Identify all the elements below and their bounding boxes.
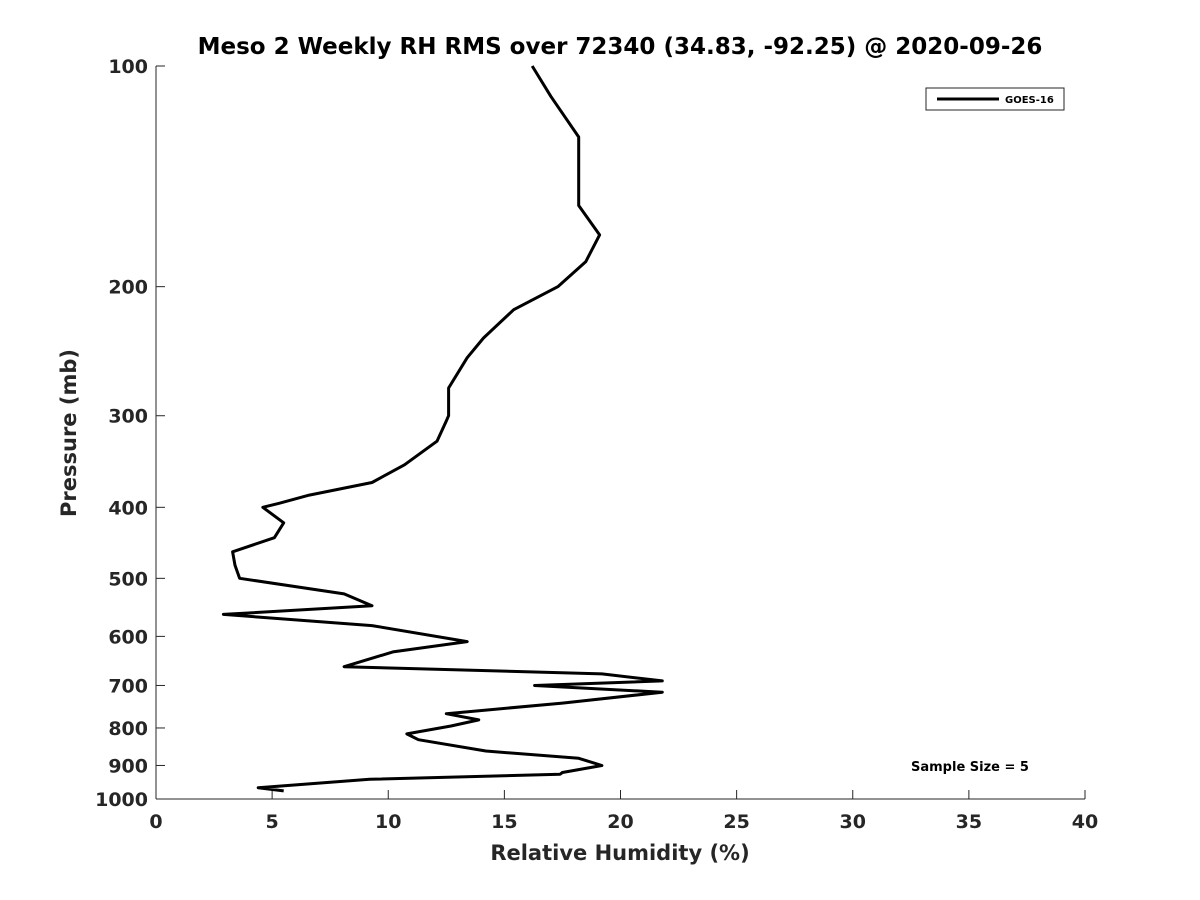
x-axis-label: Relative Humidity (%) <box>490 841 749 865</box>
x-tick-label: 25 <box>723 811 749 833</box>
y-tick-label: 400 <box>108 497 148 519</box>
series-layer <box>221 65 664 793</box>
legend: GOES-16 <box>925 87 1065 111</box>
x-tick-label: 20 <box>607 811 633 833</box>
y-tick-label: 700 <box>108 675 148 697</box>
y-axis: 100 200 300 400 500 600 700 800 900 1000 <box>95 56 165 811</box>
x-tick-label: 40 <box>1072 811 1098 833</box>
y-tick-label: 900 <box>108 755 148 777</box>
chart-title: Meso 2 Weekly RH RMS over 72340 (34.83, … <box>198 34 1043 60</box>
y-tick-label: 800 <box>108 718 148 740</box>
x-tick-label: 0 <box>149 811 162 833</box>
x-tick-label: 10 <box>375 811 401 833</box>
x-tick-label: 35 <box>956 811 982 833</box>
x-tick-label: 5 <box>266 811 279 833</box>
legend-label-goes-16: GOES-16 <box>1005 95 1054 106</box>
x-tick-label: 30 <box>840 811 866 833</box>
y-tick-label: 600 <box>108 626 148 648</box>
series-line-goes-16 <box>221 65 664 793</box>
x-axis: 0 5 10 15 20 25 30 35 40 <box>149 790 1098 833</box>
y-tick-label: 100 <box>108 56 148 78</box>
y-tick-label: 1000 <box>95 789 148 811</box>
y-axis-label: Pressure (mb) <box>57 349 81 517</box>
y-tick-label: 300 <box>108 406 148 428</box>
sample-size-annotation: Sample Size = 5 <box>911 760 1029 775</box>
y-tick-label: 500 <box>108 568 148 590</box>
y-tick-label: 200 <box>108 277 148 299</box>
x-tick-label: 15 <box>491 811 517 833</box>
